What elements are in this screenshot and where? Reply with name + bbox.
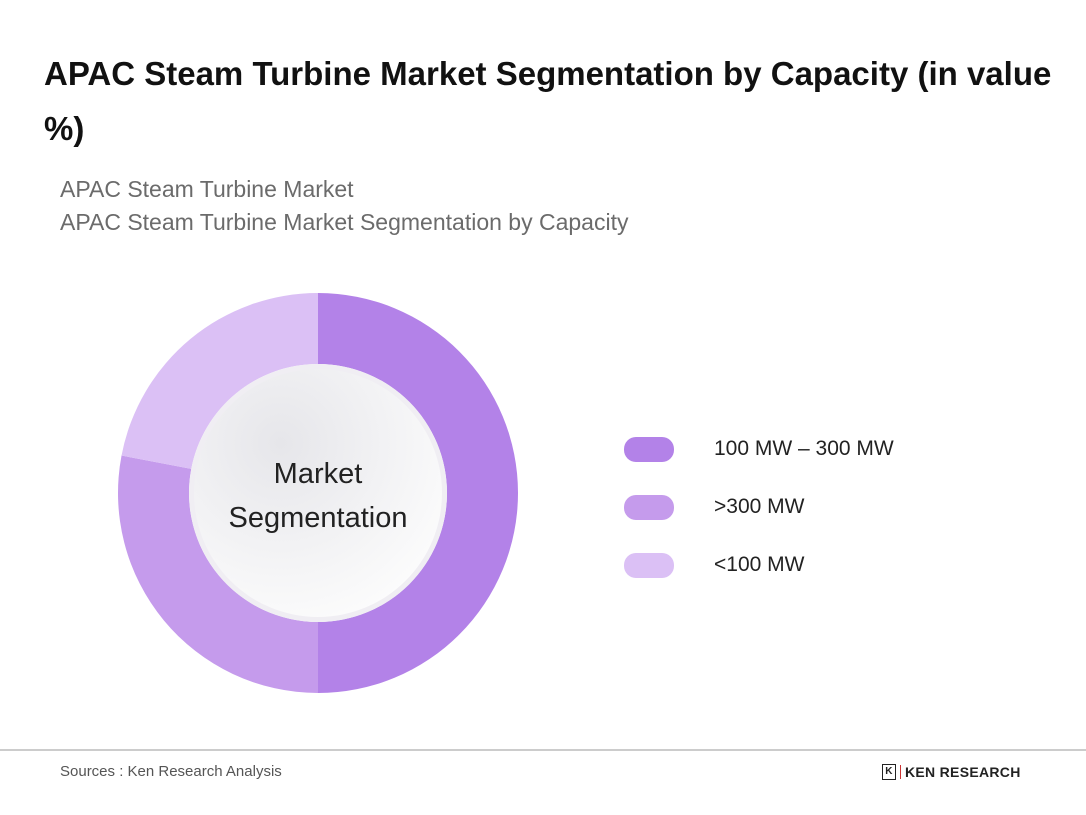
legend-label: 100 MW – 300 MW [714, 437, 894, 460]
subtitle-segmentation: APAC Steam Turbine Market Segmentation b… [60, 209, 629, 235]
page-title: APAC Steam Turbine Market Segmentation b… [44, 55, 1052, 147]
legend-label: >300 MW [714, 495, 805, 518]
source-note: Sources : Ken Research Analysis [60, 763, 282, 780]
legend-item: >300 MW [624, 478, 894, 536]
donut-slice-0 [318, 293, 518, 693]
logo-divider [900, 765, 901, 779]
center-label-line-2: Segmentation [228, 502, 408, 534]
donut-hole [194, 369, 442, 617]
legend-item: <100 MW [624, 536, 894, 594]
center-label-line-1: Market [273, 458, 363, 490]
subtitle-market: APAC Steam Turbine Market [60, 176, 354, 202]
center-label: Market Segmentation [190, 452, 446, 540]
legend-swatch [624, 436, 674, 462]
legend: 100 MW – 300 MW >300 MW <100 MW [624, 420, 894, 594]
logo-mark-icon: K [882, 764, 896, 780]
donut-slice-2 [121, 293, 319, 469]
legend-label: <100 MW [714, 553, 805, 576]
legend-swatch [624, 494, 674, 520]
logo-text: KEN RESEARCH [905, 764, 1021, 780]
legend-item: 100 MW – 300 MW [624, 420, 894, 478]
legend-swatch [624, 552, 674, 578]
donut-chart [118, 293, 518, 693]
ken-research-logo: K KEN RESEARCH [882, 764, 1021, 780]
footer-divider [0, 749, 1086, 751]
donut-slice-1 [118, 455, 318, 693]
